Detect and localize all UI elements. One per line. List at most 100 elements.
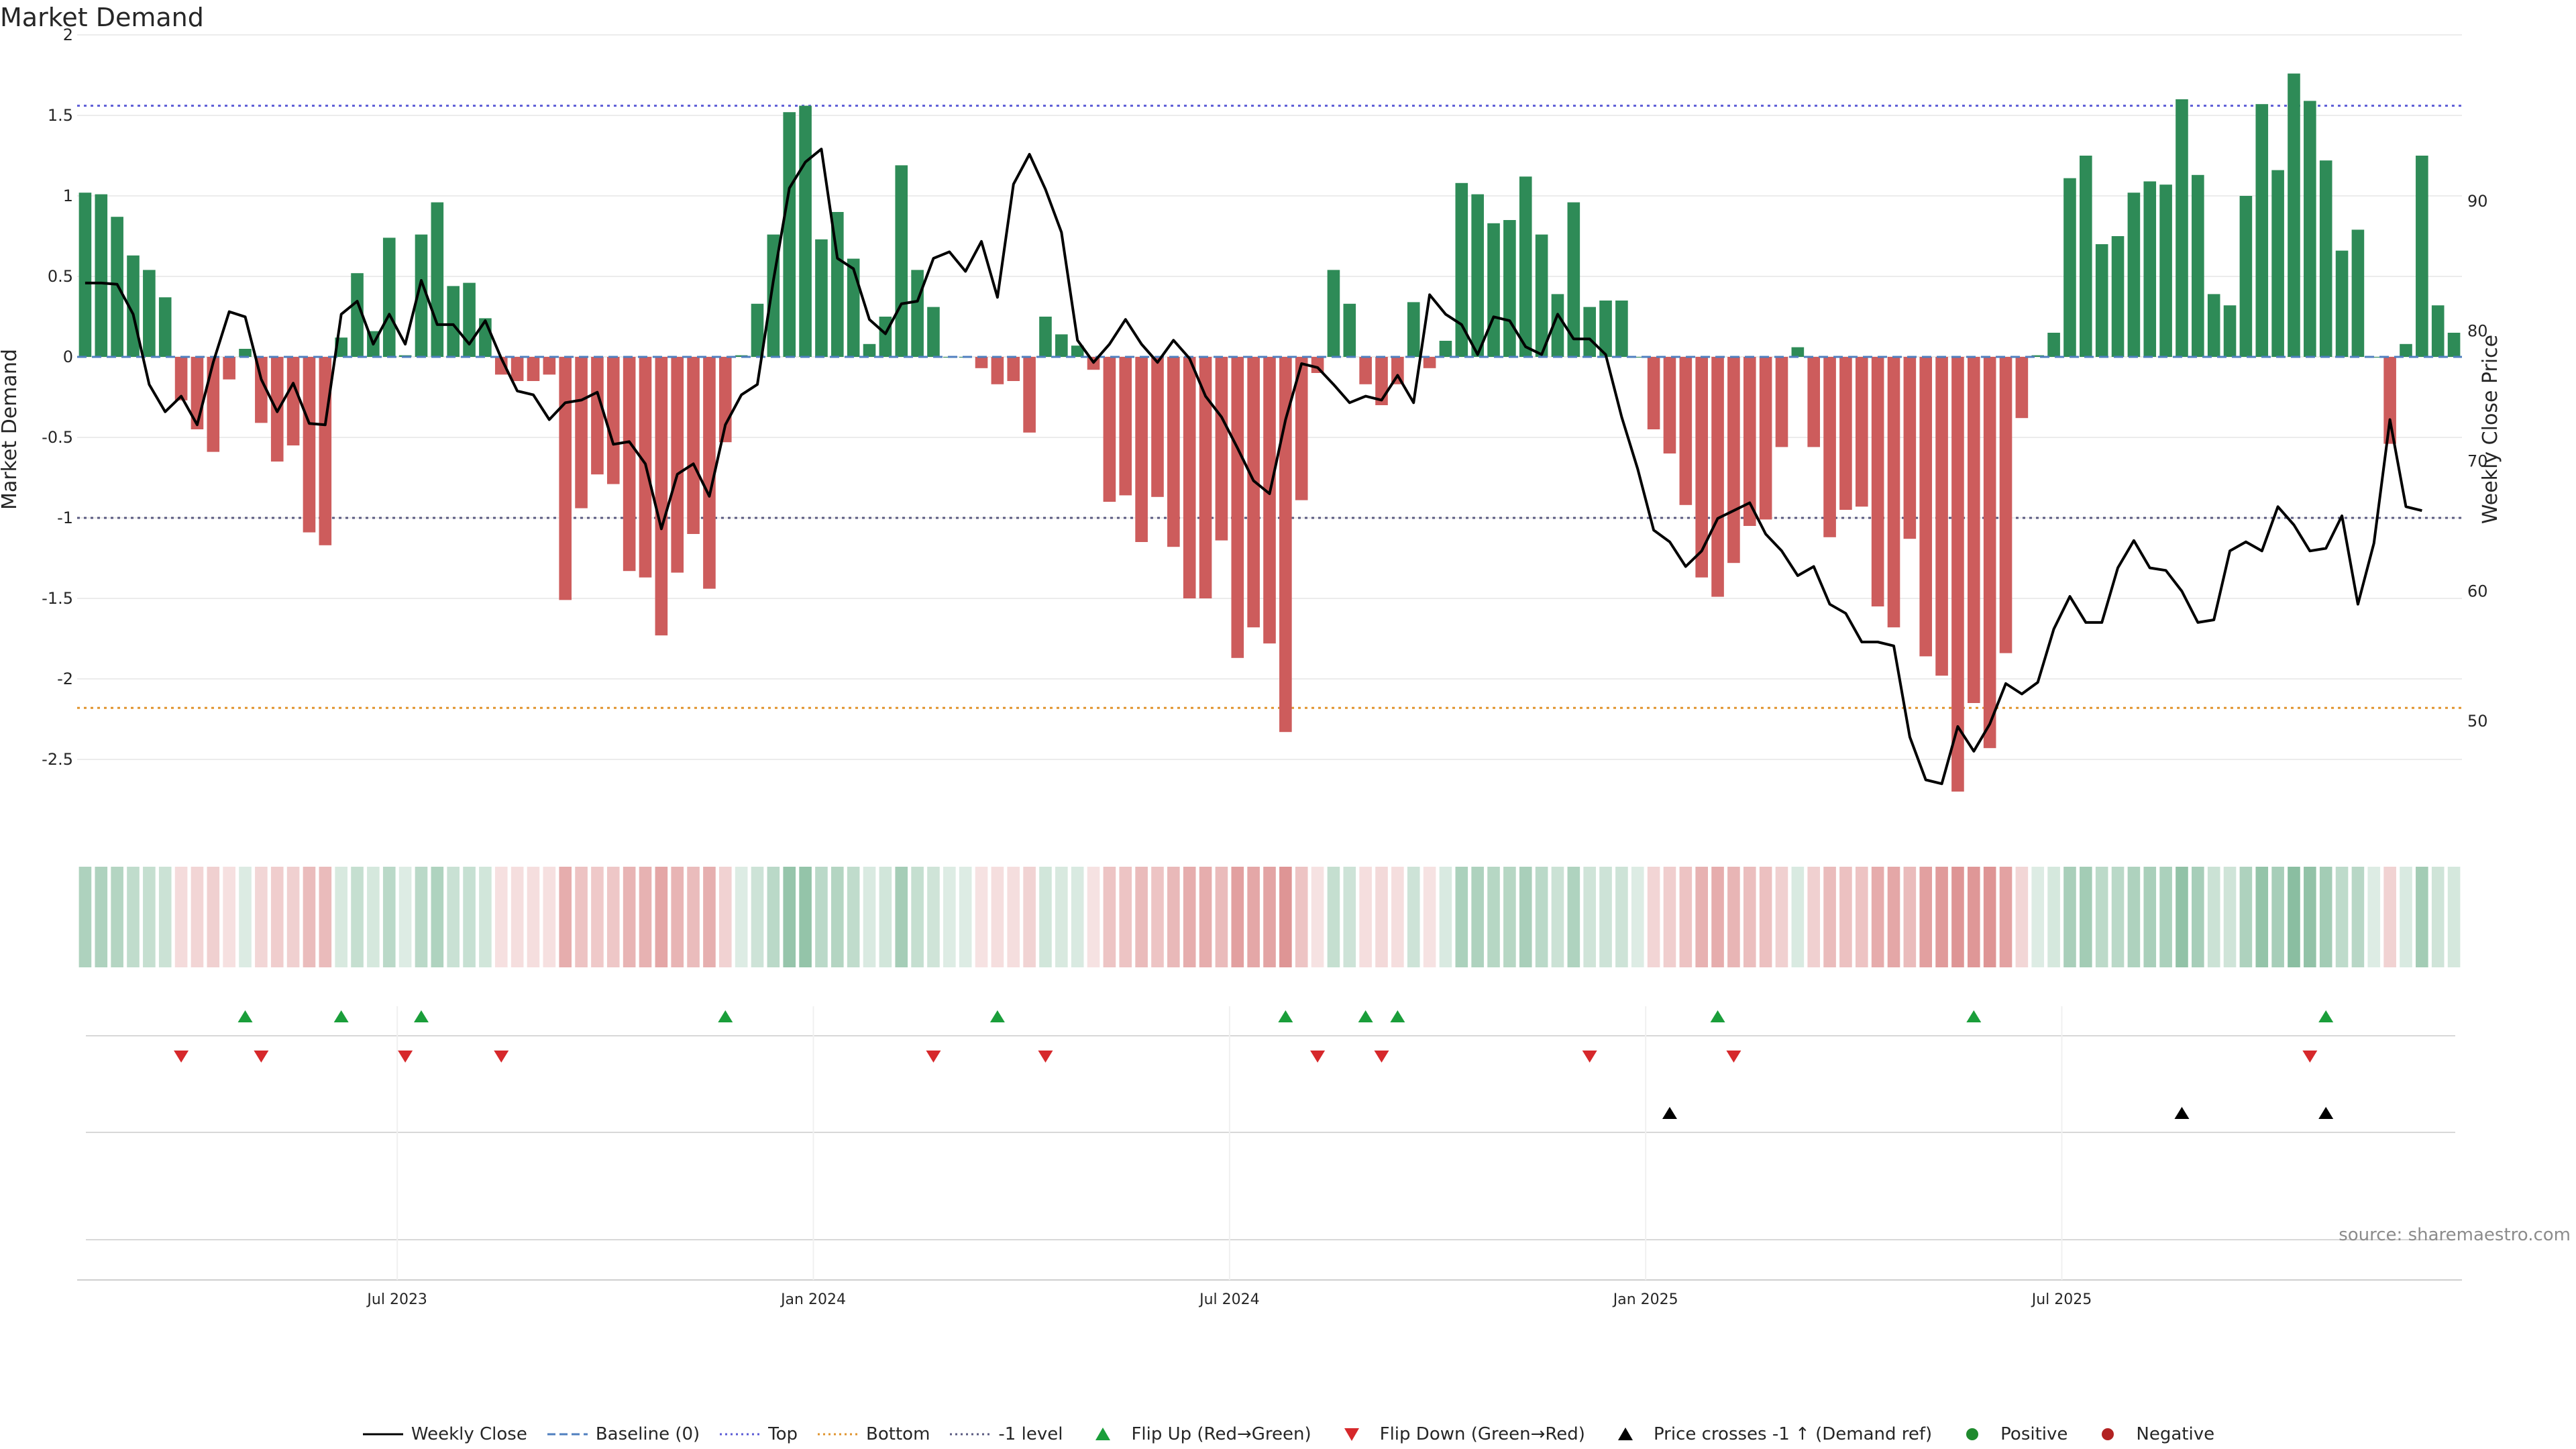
heat-cell xyxy=(2400,867,2412,967)
heat-cell xyxy=(991,867,1004,967)
heat-cell xyxy=(415,867,428,967)
heat-cell xyxy=(2255,867,2269,967)
demand-bar xyxy=(975,357,988,368)
demand-bar xyxy=(1439,341,1452,357)
heat-cell xyxy=(255,867,268,967)
flip-down-marker xyxy=(398,1051,413,1063)
demand-bar xyxy=(1999,357,2012,653)
heat-cell xyxy=(559,867,572,967)
demand-bar xyxy=(527,357,540,381)
heat-cell xyxy=(2335,867,2349,967)
heat-cell xyxy=(2223,867,2237,967)
heat-cell xyxy=(286,867,300,967)
heat-cell xyxy=(2271,867,2284,967)
heat-cell xyxy=(1391,867,1404,967)
heat-cell xyxy=(879,867,892,967)
demand-bar xyxy=(1647,357,1660,429)
heat-cell xyxy=(2063,867,2076,967)
heat-cell xyxy=(335,867,347,967)
heat-cell xyxy=(1119,867,1132,967)
heat-cell xyxy=(2176,867,2188,967)
demand-bar xyxy=(494,357,508,375)
heat-cell xyxy=(1903,867,1917,967)
legend-swatch-icon xyxy=(1966,1428,1979,1440)
demand-bar xyxy=(2400,343,2412,357)
heat-cell xyxy=(1359,867,1372,967)
demand-bar xyxy=(1519,176,1532,357)
heat-cell xyxy=(1151,867,1164,967)
x-tick-label: Jan 2024 xyxy=(780,1291,846,1308)
demand-bar xyxy=(511,357,524,381)
demand-bar xyxy=(911,270,924,357)
heat-cell xyxy=(623,867,636,967)
demand-bar xyxy=(1295,357,1308,500)
demand-bar xyxy=(1711,357,1724,597)
heat-cell xyxy=(1743,867,1756,967)
demand-bar xyxy=(2031,355,2045,357)
demand-bar xyxy=(2159,184,2172,357)
demand-bar xyxy=(1903,357,1917,539)
demand-bar xyxy=(2319,160,2332,357)
demand-bar xyxy=(1503,220,1516,357)
chart-legend: Weekly Close Baseline (0) Top Bottom -1 leve… xyxy=(0,1421,2576,1448)
flip-up-marker xyxy=(718,1010,733,1022)
demand-bar xyxy=(2447,333,2461,357)
demand-bar xyxy=(2431,305,2445,357)
x-tick-label: Jan 2025 xyxy=(1612,1291,1678,1308)
heat-cell xyxy=(671,867,684,967)
heat-cell xyxy=(1775,867,1788,967)
market-demand-chart: -2.5 -2 -1.5 -1 -0.5 0 0.5 1 1.5 2 50 60 70 80 90 Marke… xyxy=(0,25,2502,1308)
heat-cell xyxy=(1519,867,1532,967)
flip-down-marker xyxy=(254,1051,269,1063)
demand-bar xyxy=(2383,357,2396,444)
demand-bar xyxy=(2416,156,2428,357)
demand-bar xyxy=(831,212,844,357)
heat-cell xyxy=(1727,867,1740,967)
demand-bar xyxy=(1919,357,1933,657)
heat-cell xyxy=(2143,867,2157,967)
heat-cell xyxy=(1551,867,1564,967)
flip-up-marker xyxy=(989,1010,1005,1022)
y-tick-label: -2 xyxy=(57,669,73,688)
heat-cell xyxy=(270,867,284,967)
heat-cell xyxy=(1423,867,1436,967)
legend-swatch-icon xyxy=(2102,1428,2114,1440)
heat-cell xyxy=(1279,867,1292,967)
heat-cell xyxy=(351,867,364,967)
flip-down-marker xyxy=(1310,1051,1326,1063)
price-cross-marker xyxy=(2174,1107,2190,1119)
heat-cell xyxy=(1535,867,1548,967)
y-tick-label: 0.5 xyxy=(48,267,73,286)
heat-cell xyxy=(1935,867,1948,967)
legend-item: Flip Up (Red→Green) xyxy=(1081,1424,1311,1444)
heat-cell xyxy=(1007,867,1020,967)
legend-item: Negative xyxy=(2086,1424,2214,1444)
flip-down-marker xyxy=(174,1051,189,1063)
heat-cell xyxy=(2159,867,2172,967)
y-tick-label: 0 xyxy=(63,347,73,366)
legend-label: -1 level xyxy=(998,1424,1063,1444)
flip-up-marker xyxy=(1710,1010,1725,1022)
legend-item: -1 level xyxy=(949,1424,1063,1444)
x-tick-label: Jul 2023 xyxy=(366,1291,427,1308)
heat-cell xyxy=(1023,867,1036,967)
y2-tick-label: 50 xyxy=(2467,712,2488,731)
heat-cell xyxy=(1615,867,1628,967)
heat-cell xyxy=(1679,867,1693,967)
demand-bar xyxy=(2176,99,2188,357)
demand-bar xyxy=(991,357,1004,384)
legend-label: Baseline (0) xyxy=(595,1424,700,1444)
heat-cell xyxy=(319,867,332,967)
demand-bar xyxy=(2047,333,2060,357)
legend-label: Price crosses -1 ↑ (Demand ref) xyxy=(1653,1424,1933,1444)
flip-down-marker xyxy=(1374,1051,1389,1063)
page-title: Market Demand xyxy=(0,3,204,32)
demand-bar xyxy=(1727,357,1740,564)
demand-bar xyxy=(447,286,460,357)
heat-cell xyxy=(398,867,412,967)
legend-label: Negative xyxy=(2136,1424,2215,1444)
heat-cell xyxy=(1663,867,1676,967)
demand-bar xyxy=(2095,244,2108,357)
demand-bar xyxy=(319,357,332,545)
demand-bar xyxy=(1695,357,1708,578)
